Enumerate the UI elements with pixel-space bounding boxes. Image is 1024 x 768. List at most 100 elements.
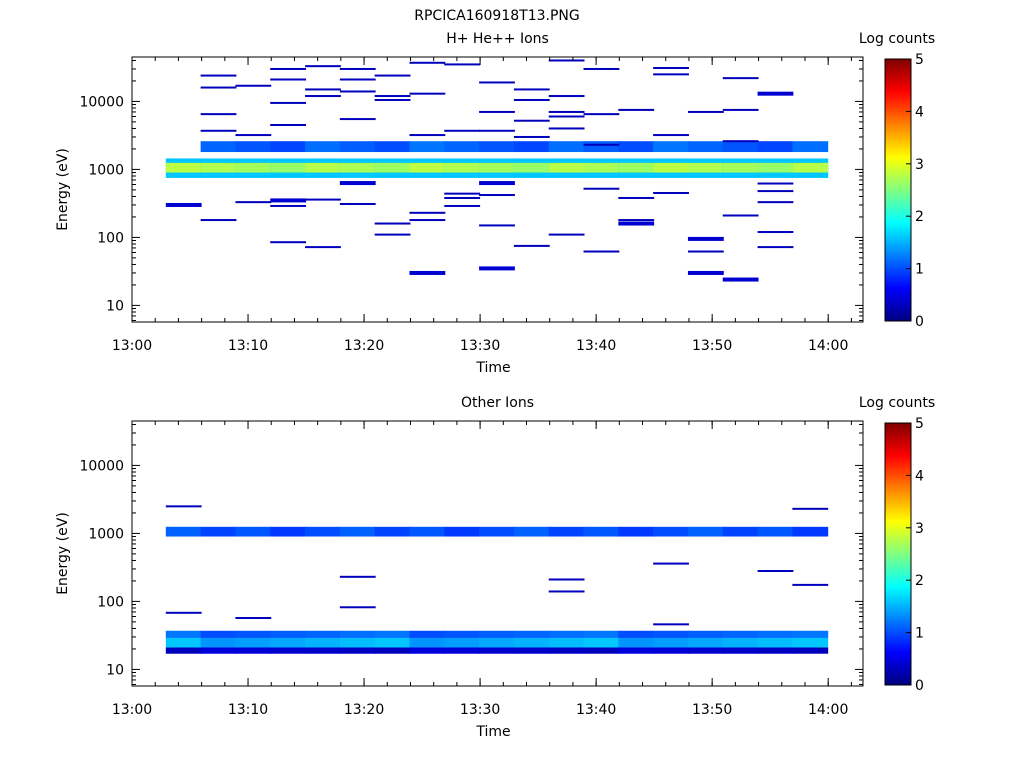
event-cell <box>200 113 237 116</box>
event-cell <box>548 95 585 98</box>
event-cell <box>757 246 794 249</box>
heatmap-cells <box>165 59 829 282</box>
event-cell <box>792 507 829 510</box>
event-cell <box>548 59 585 62</box>
event-cell <box>583 143 620 146</box>
low-band-bottom-cell <box>165 647 202 654</box>
x-tick-label: 13:50 <box>692 702 732 718</box>
colorbar-tick-label: 1 <box>915 262 924 278</box>
low-band-top-cell <box>200 630 237 638</box>
plot-frame <box>131 56 864 323</box>
colorbar <box>884 422 912 686</box>
event-cell <box>165 611 202 614</box>
low-band-mid-cell <box>548 637 585 648</box>
event-cell <box>722 108 759 111</box>
high-band-cell <box>548 526 585 537</box>
band-core-cell <box>792 162 829 173</box>
event-cell <box>409 92 446 95</box>
band-flank-cell <box>339 141 376 153</box>
event-cell <box>339 181 376 186</box>
event-cell <box>444 192 481 195</box>
event-cell <box>200 219 237 222</box>
event-cell <box>444 129 481 132</box>
x-tick-label: 13:30 <box>460 338 500 354</box>
band-core-cell <box>305 162 341 173</box>
band-flank-cell <box>722 141 759 153</box>
panel-other-ions: Other Ions 13:00 13:10 13:20 13:30 13:40 13:50… <box>55 395 935 740</box>
colorbar-tick-label: 1 <box>915 626 924 642</box>
x-tick-label: 13:00 <box>112 338 152 354</box>
band-flank-cell <box>444 141 481 153</box>
high-band-cell <box>200 526 237 537</box>
event-cell <box>513 244 550 247</box>
low-band-top-cell <box>653 630 689 638</box>
event-cell <box>165 505 202 508</box>
event-cell <box>479 110 515 113</box>
event-cell <box>444 196 481 199</box>
event-cell <box>270 241 307 244</box>
low-band-mid-cell <box>757 637 794 648</box>
event-cell <box>200 86 237 89</box>
event-cell <box>409 134 446 137</box>
colorbar-tick-label: 3 <box>915 157 924 173</box>
low-band-top-cell <box>757 630 794 638</box>
low-band-bottom-cell <box>339 647 376 654</box>
event-cell <box>653 67 689 70</box>
low-band-top-cell <box>235 630 272 638</box>
colorbar-label: Log counts <box>859 395 935 411</box>
band-core-cell <box>687 162 724 173</box>
event-cell <box>339 575 376 578</box>
band-flank-cell <box>235 141 272 153</box>
event-cell <box>339 78 376 81</box>
low-band-top-cell <box>513 630 550 638</box>
event-cell <box>305 65 341 68</box>
event-cell <box>583 187 620 190</box>
event-cell <box>374 95 411 98</box>
event-cell <box>479 194 515 197</box>
event-cell <box>374 74 411 77</box>
high-band-cell <box>165 526 202 537</box>
band-flank-cell <box>792 141 829 153</box>
event-cell <box>479 224 515 227</box>
event-cell <box>618 196 655 199</box>
band-flank-cell <box>479 141 515 153</box>
low-band-bottom-cell <box>305 647 341 654</box>
event-cell <box>339 606 376 609</box>
event-cell <box>235 84 272 87</box>
event-cell <box>305 88 341 91</box>
high-band-cell <box>513 526 550 537</box>
colorbar-tick-label: 4 <box>915 104 924 120</box>
band-core-cell <box>513 162 550 173</box>
colorbar <box>884 58 912 322</box>
low-band-bottom-cell <box>757 647 794 654</box>
event-cell <box>409 219 446 222</box>
y-tick-label: 1000 <box>88 526 124 542</box>
x-tick-label: 13:30 <box>460 702 500 718</box>
y-tick-label: 10000 <box>79 94 124 110</box>
event-cell <box>618 108 655 111</box>
event-cell <box>722 140 759 143</box>
low-band-bottom-cell <box>583 647 620 654</box>
event-cell <box>583 113 620 116</box>
event-cell <box>339 202 376 205</box>
low-band-bottom-cell <box>548 647 585 654</box>
colorbar-tick-label: 0 <box>915 314 924 330</box>
band-flank-cell <box>270 141 307 153</box>
panel-title: H+ He++ Ions <box>446 31 549 47</box>
event-cell <box>757 570 794 573</box>
event-cell <box>479 266 515 271</box>
panel-h-he-ions: H+ He++ Ions 13:00 13:10 13:20 13:30 13:40 13:… <box>55 31 935 376</box>
event-cell <box>722 277 759 282</box>
colorbar-tick-label: 5 <box>915 52 924 68</box>
band-flank-cell <box>305 141 341 153</box>
high-band-cell <box>722 526 759 537</box>
event-cell <box>757 190 794 193</box>
event-cell <box>444 63 481 66</box>
event-cell <box>374 98 411 101</box>
band-core-cell <box>374 162 411 173</box>
event-cell <box>722 77 759 80</box>
event-cell <box>339 90 376 93</box>
low-band-mid-cell <box>165 637 202 648</box>
event-cell <box>618 219 655 222</box>
band-core-cell <box>409 162 446 173</box>
